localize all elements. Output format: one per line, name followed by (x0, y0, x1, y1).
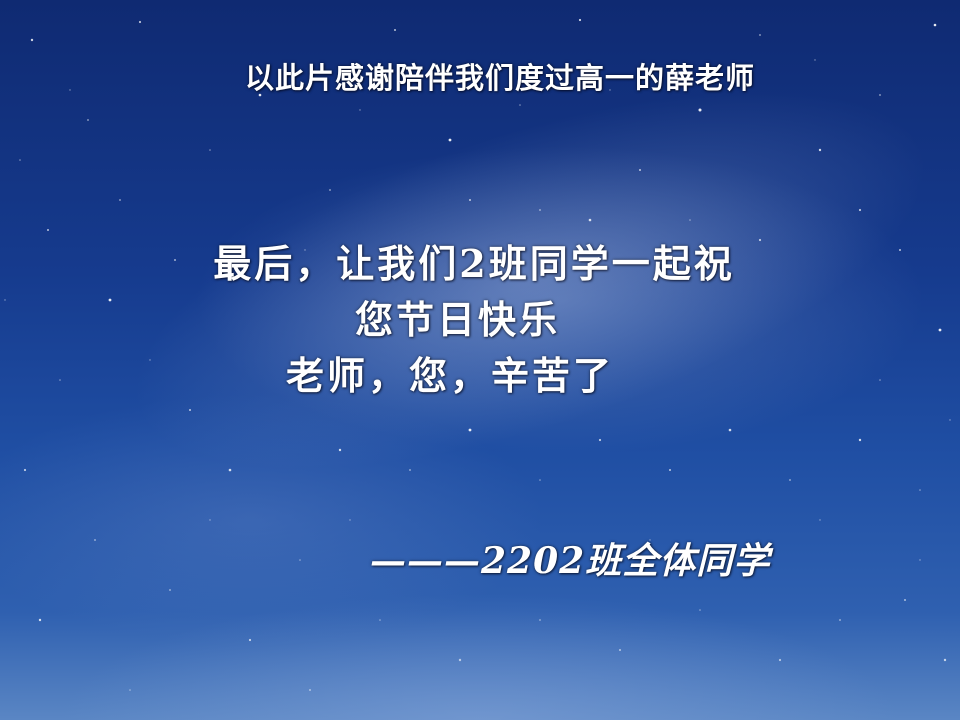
signature: ———2202班全体同学 (370, 540, 771, 582)
dedication-heading: 以此片感谢陪伴我们度过高一的薛老师 (244, 61, 755, 95)
message-block: 最后，让我们2班同学一起祝 您节日快乐 老师，您，辛苦了 (0, 236, 960, 404)
message-line-3: 老师，您，辛苦了 (285, 353, 614, 398)
message-line-1: 最后，让我们2班同学一起祝 (213, 241, 735, 286)
message-line-2: 您节日快乐 (354, 297, 560, 342)
